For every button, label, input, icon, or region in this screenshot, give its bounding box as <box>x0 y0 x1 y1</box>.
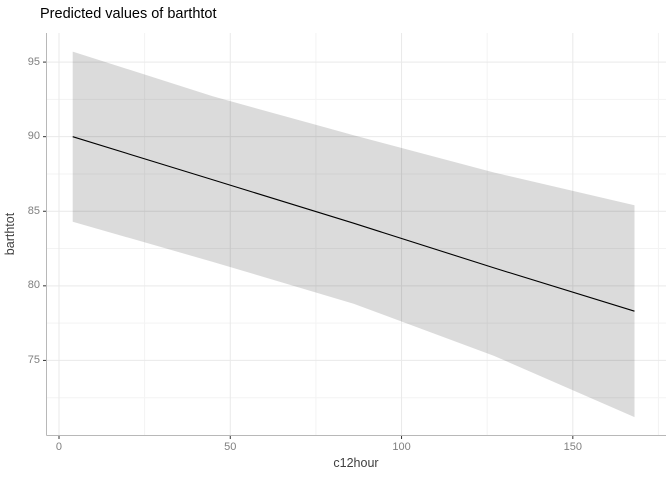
y-tick-label: 75 <box>27 353 40 366</box>
x-tick-label: 150 <box>563 441 582 453</box>
prediction-line <box>72 136 635 312</box>
y-axis-title: barthtot <box>3 212 17 256</box>
y-tick-label: 80 <box>27 279 40 292</box>
y-tick-label: 95 <box>27 55 40 68</box>
x-tick-label: 0 <box>55 441 63 453</box>
x-tick-label: 50 <box>224 441 237 453</box>
chart-title: Predicted values of barthtot <box>40 6 217 22</box>
confidence-ribbon <box>72 51 635 418</box>
x-axis-title: c12hour <box>333 456 379 470</box>
y-tick-label: 90 <box>27 130 40 143</box>
y-tick-label: 85 <box>27 204 40 217</box>
x-tick-label: 100 <box>392 441 411 453</box>
